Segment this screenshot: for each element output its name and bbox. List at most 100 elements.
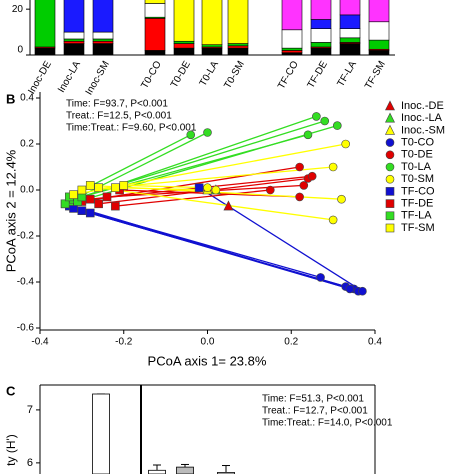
point: [85, 181, 95, 190]
legend-label: Inoc.-SM: [401, 124, 445, 136]
point: [303, 130, 313, 140]
point: [266, 185, 275, 195]
point: [341, 139, 350, 149]
point: [94, 199, 103, 209]
point: [94, 183, 103, 192]
y-tick-label: 0.0: [20, 185, 34, 196]
bar-segment: [144, 18, 166, 51]
point: [85, 194, 95, 204]
link-line: [98, 187, 334, 221]
point: [320, 116, 330, 126]
link-line: [198, 187, 363, 292]
bar-segment: [368, 50, 390, 55]
point: [307, 171, 317, 181]
x-tick-label: T0-LA: [198, 59, 221, 88]
x-tick-label: T0-SM: [222, 59, 247, 90]
bar-segment: [173, 40, 195, 44]
x-tick-label: T0-DE: [169, 59, 193, 90]
y-tick-label: 20: [12, 4, 24, 15]
bar-segment: [63, 31, 85, 40]
bar-segment: [63, 40, 85, 44]
annotation: Treat.: F=12.5, P<0.001: [66, 111, 172, 122]
bar-segment: [310, 47, 332, 55]
point: [345, 284, 355, 294]
point: [337, 194, 346, 204]
bar-segment: [227, 0, 249, 44]
point: [316, 273, 325, 282]
legend-label: TF-LA: [401, 210, 432, 222]
point: [358, 286, 367, 296]
bar: [92, 393, 110, 474]
legend-label: T0-SM: [401, 173, 434, 185]
legend-marker: [385, 124, 395, 135]
bar-segment: [310, 19, 332, 29]
y-tick-label: 0.2: [20, 139, 34, 150]
bar-segment: [92, 31, 114, 40]
x-tick-label: TF-SM: [363, 59, 388, 91]
legend-marker: [385, 150, 395, 160]
legend-label: T0-CO: [401, 137, 434, 149]
bar-segment: [281, 47, 303, 51]
x-tick-label: Inoc-DE: [26, 59, 54, 96]
bar-segment: [310, 0, 332, 20]
y-tick-label: 0.4: [20, 93, 34, 104]
bar-segment: [281, 0, 303, 31]
legend-label: TF-CO: [401, 185, 435, 197]
bar-segment: [173, 43, 195, 49]
bar-segment: [339, 0, 361, 16]
point: [119, 181, 129, 190]
bar-segment: [339, 14, 361, 29]
annotation: Time: F=93.7, P<0.001: [66, 99, 168, 110]
y-tick-label: -0.6: [17, 323, 35, 334]
bar-segment: [201, 44, 223, 48]
bar-segment: [227, 47, 249, 55]
annotation: Treat.: F=12.7, P<0.001: [262, 406, 368, 417]
bar-segment: [227, 43, 249, 47]
x-tick-label: TF-LA: [335, 59, 359, 89]
legend-marker: [385, 100, 395, 111]
bar-segment: [201, 0, 223, 45]
point: [203, 128, 212, 137]
annotation: Time: F=51.3, P<0.001: [262, 394, 364, 405]
bar-segment: [34, 0, 56, 48]
bar-segment: [339, 37, 361, 43]
point: [194, 183, 204, 192]
bar-segment: [310, 28, 332, 43]
y-tick-label: -0.2: [17, 231, 35, 242]
legend-label: TF-DE: [401, 198, 433, 210]
legend-marker: [385, 162, 395, 172]
point: [102, 192, 112, 202]
point: [77, 206, 87, 215]
bar-segment: [144, 0, 166, 4]
legend-marker: [385, 174, 395, 184]
bar: [176, 466, 194, 474]
point: [203, 183, 212, 192]
point: [299, 181, 309, 190]
link-line: [115, 189, 271, 207]
point: [333, 121, 342, 130]
legend-marker: [385, 187, 395, 196]
point: [295, 162, 304, 172]
legend-label: T0-DE: [401, 149, 433, 161]
bar-segment: [63, 0, 85, 33]
bar-segment: [92, 0, 114, 33]
bar-segment: [339, 28, 361, 39]
legend-marker: [385, 112, 395, 123]
point: [295, 192, 304, 202]
x-tick-label: -0.2: [115, 337, 133, 348]
bar-segment: [368, 0, 390, 23]
bar-segment: [368, 39, 390, 50]
point: [328, 215, 338, 225]
legend-marker: [385, 138, 395, 147]
bar-segment: [92, 38, 114, 42]
bar-segment: [144, 50, 166, 55]
x-tick-label: 0.4: [368, 337, 382, 348]
bar-segment: [281, 29, 303, 49]
bar-segment: [173, 0, 195, 42]
bar-segment: [144, 3, 166, 18]
bar-segment: [92, 43, 114, 55]
bar: [148, 469, 166, 474]
legend-marker: [385, 223, 395, 233]
legend-marker: [385, 211, 395, 221]
bar-segment: [339, 43, 361, 55]
